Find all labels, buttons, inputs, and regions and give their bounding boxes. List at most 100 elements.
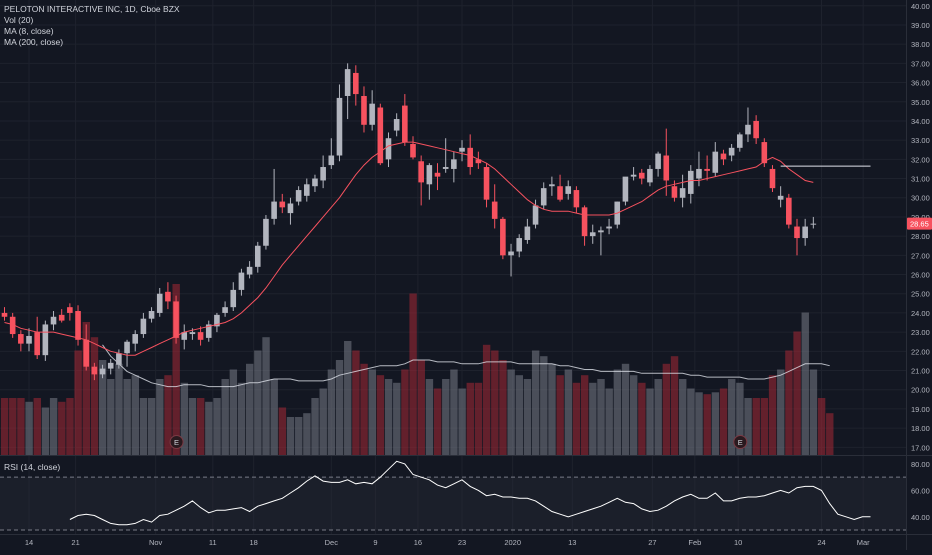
candle xyxy=(50,311,57,331)
candle xyxy=(442,138,449,173)
candle-body xyxy=(704,168,710,171)
volume-bar xyxy=(49,398,58,455)
price-axis: 40.00 39.00 38.00 37.00 36.00 35.00 34.00 33.00… xyxy=(911,2,930,453)
earnings-marker-label: E xyxy=(174,438,179,447)
candle xyxy=(467,134,473,175)
rsi-line xyxy=(69,460,871,526)
volume-bars xyxy=(0,284,834,455)
volume-bar xyxy=(629,375,638,455)
rsi-tick-label: 40.00 xyxy=(911,513,930,522)
candle xyxy=(312,174,318,192)
volume-bar xyxy=(384,379,393,455)
candle xyxy=(328,138,335,169)
chart-legend: PELOTON INTERACTIVE INC, 1D, Cboe BZX Vo… xyxy=(4,4,180,48)
volume-bar xyxy=(9,398,17,455)
candle-body xyxy=(753,120,759,139)
candle-body xyxy=(99,368,106,375)
volume-bar xyxy=(98,360,107,455)
price-tick-label: 36.00 xyxy=(911,79,930,88)
candle-body xyxy=(655,153,661,169)
candle-body xyxy=(393,119,400,131)
candle-body xyxy=(483,167,490,200)
candle xyxy=(524,218,531,244)
earnings-marker-circle xyxy=(169,435,184,449)
candle-body xyxy=(540,188,547,206)
volume-bar xyxy=(597,379,605,455)
volume-bar xyxy=(25,401,33,455)
candle xyxy=(361,86,367,133)
time-tick-label: Nov xyxy=(149,538,163,547)
volume-bar xyxy=(164,375,172,455)
price-tick-label: 28.00 xyxy=(911,232,930,241)
volume-bar xyxy=(458,388,466,455)
candle xyxy=(140,312,147,338)
candle xyxy=(42,320,49,361)
candle-body xyxy=(410,143,416,158)
candle xyxy=(451,151,457,183)
candle xyxy=(622,176,629,206)
candle xyxy=(295,186,302,206)
candle xyxy=(581,205,588,246)
ma8-line xyxy=(4,141,814,356)
candle xyxy=(99,364,106,379)
time-tick-label: 27 xyxy=(648,538,656,547)
candle-body xyxy=(75,311,81,340)
volume-bar xyxy=(703,394,711,455)
candle-body xyxy=(638,172,645,179)
volume-bar xyxy=(515,375,524,455)
volume-bar xyxy=(344,341,352,455)
volume-bar xyxy=(58,401,66,455)
volume-bar xyxy=(433,388,442,455)
candle-body xyxy=(18,334,24,344)
candle-body xyxy=(279,201,286,208)
candle xyxy=(761,138,768,168)
volume-bar xyxy=(662,363,671,455)
candle-body xyxy=(663,155,670,181)
rsi-indicator-label[interactable]: RSI (14, close) xyxy=(4,462,61,472)
candle-body xyxy=(516,238,523,252)
volume-bar xyxy=(744,398,752,455)
candle-body xyxy=(712,151,719,173)
candle xyxy=(598,226,604,256)
vol-indicator-label[interactable]: Vol (20) xyxy=(4,15,34,25)
volume-bar xyxy=(319,388,327,455)
volume-bar xyxy=(41,407,50,455)
candle xyxy=(165,282,171,310)
volume-bar xyxy=(482,344,491,455)
candle xyxy=(287,197,294,225)
symbol-title[interactable]: PELOTON INTERACTIVE INC, 1D, Cboe BZX xyxy=(4,4,180,14)
candle xyxy=(434,163,441,191)
candle-body xyxy=(303,184,310,196)
time-tick-label: 16 xyxy=(414,538,422,547)
volume-bar xyxy=(409,293,417,455)
price-tick-label: 17.00 xyxy=(911,443,930,452)
candle xyxy=(148,307,155,323)
ma200-indicator-label[interactable]: MA (200, close) xyxy=(4,37,64,47)
volume-bar xyxy=(580,375,589,455)
volume-bar xyxy=(360,363,368,455)
candle xyxy=(393,113,400,137)
candle xyxy=(58,309,65,323)
volume-bar xyxy=(393,382,401,455)
candle xyxy=(222,301,228,317)
volume-bar xyxy=(736,382,744,455)
ma8-indicator-label[interactable]: MA (8, close) xyxy=(4,26,54,36)
candle-body xyxy=(263,218,269,246)
candle-body xyxy=(295,190,302,202)
candle-body xyxy=(647,168,653,183)
candle-body xyxy=(156,293,163,313)
volume-bar xyxy=(540,356,548,455)
candle-body xyxy=(328,155,335,166)
price-tick-label: 18.00 xyxy=(911,424,930,433)
candle xyxy=(263,215,269,250)
volume-bar xyxy=(499,360,507,455)
volume-bar xyxy=(711,392,720,455)
candle-body xyxy=(26,335,32,344)
price-tick-label: 34.00 xyxy=(911,117,930,126)
candle xyxy=(107,359,114,375)
volume-bar xyxy=(262,337,270,455)
candle-body xyxy=(802,226,808,239)
volume-bar xyxy=(589,382,597,455)
